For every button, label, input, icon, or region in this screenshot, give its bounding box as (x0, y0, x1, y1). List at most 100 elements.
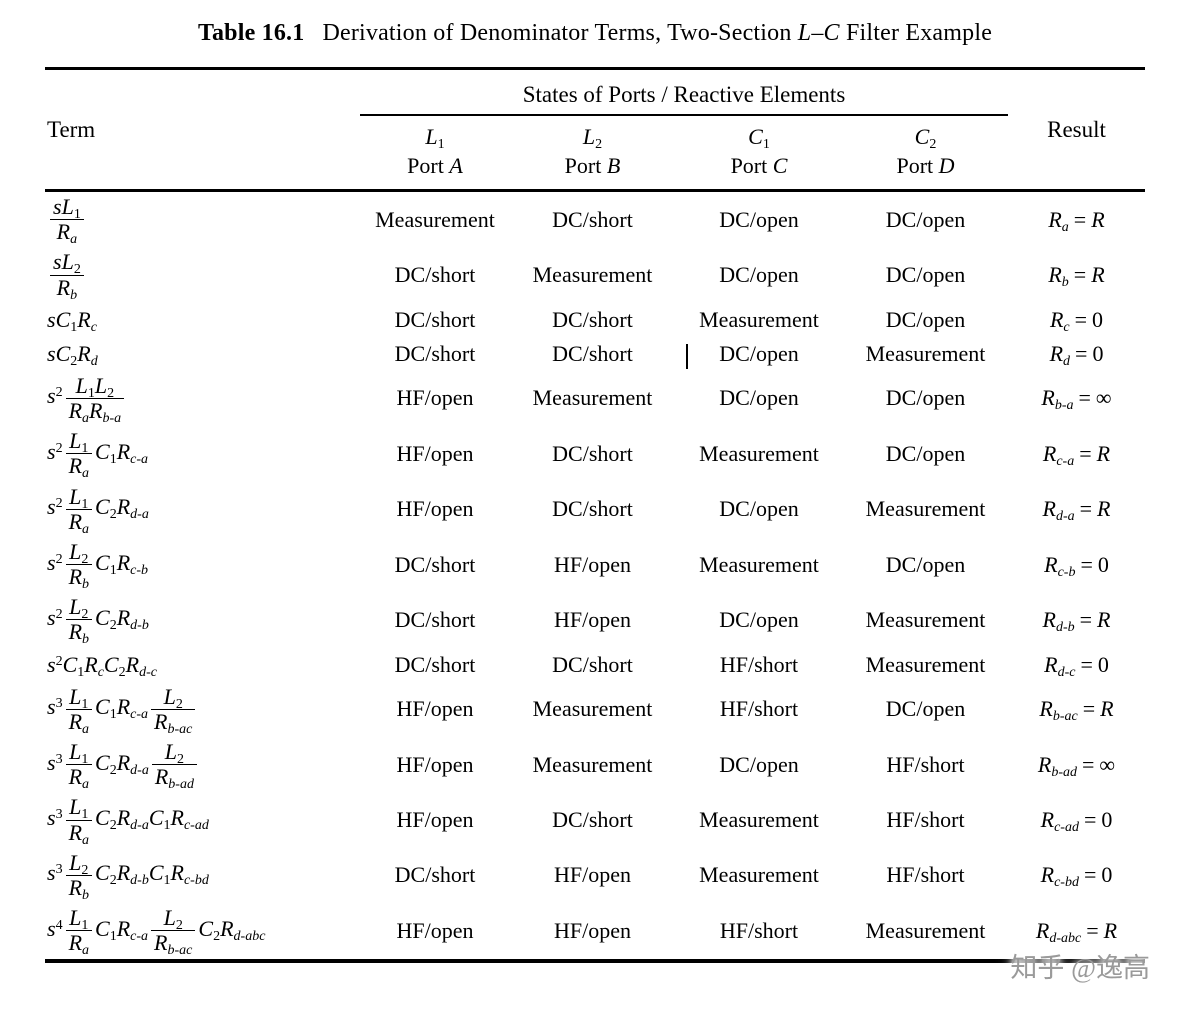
term-formula: s2 L2 Rb C2Rd-b (47, 594, 149, 648)
state-cell: DC/open (885, 551, 966, 577)
state-cell: HF/open (554, 862, 631, 888)
table-row: s2 L2 Rb C2Rd-b DC/short HF/open DC/open Measur… (45, 592, 1145, 647)
state-cell: Measurement (532, 385, 653, 411)
col-header-C2: C2 (914, 124, 937, 153)
state-cell: DC/short (394, 340, 476, 366)
derivation-table: Term States of Ports / Reactive Elements… (45, 67, 1145, 963)
state-cell: DC/short (552, 496, 633, 522)
state-cell: HF/short (886, 751, 965, 777)
table-row: sC1Rc DC/short DC/short Measurement DC/open R… (45, 303, 1145, 337)
state-cell: DC/open (885, 206, 966, 232)
state-cell: Measurement (699, 551, 819, 577)
state-cell: DC/open (885, 440, 966, 466)
state-cell: HF/open (554, 606, 631, 632)
state-cell: Measurement (865, 606, 986, 632)
state-cell: Measurement (865, 496, 986, 522)
term-formula: s2 L1L2 RaRb-a (45, 371, 360, 426)
state-cell: Measurement (532, 696, 653, 722)
result-cell: Rb-ad = ∞ (1037, 751, 1116, 780)
col-header-L2: L2 (582, 124, 603, 153)
state-cell: Measurement (532, 262, 653, 288)
state-cell: DC/short (552, 340, 633, 366)
state-cell: DC/short (394, 551, 476, 577)
table-row: s3 L1 Ra C2Rd-aC1Rc-ad HF/open DC/short Measur… (45, 792, 1145, 847)
fraction: L1 Ra (65, 795, 93, 847)
state-cell: DC/short (394, 606, 476, 632)
state-cell: HF/short (719, 651, 799, 677)
state-cell: DC/open (885, 306, 966, 332)
result-cell: Rd = 0 (1049, 340, 1104, 369)
table-row: s2 L1L2 RaRb-a HF/open Measurement DC/open DC/… (45, 371, 1145, 426)
table-row: s3 L1 Ra C1Rc-a L2 Rb-ac HF/open Measurement HF/… (45, 682, 1145, 737)
term-formula: s2C1RcC2Rd-c (47, 651, 157, 680)
term-formula: s2 L1 Ra C2Rd-a (47, 483, 149, 537)
table-row: sL1 Ra Measurement DC/short DC/open DC/open Ra… (45, 191, 1145, 248)
state-cell: Measurement (699, 862, 819, 888)
state-cell: DC/short (394, 862, 476, 888)
state-cell: DC/open (719, 385, 799, 411)
state-cell: Measurement (865, 651, 986, 677)
table-body: sL1 Ra Measurement DC/short DC/open DC/open Ra… (45, 191, 1145, 961)
state-cell: DC/short (394, 306, 476, 332)
state-cell: DC/open (885, 385, 966, 411)
state-cell: HF/open (396, 440, 474, 466)
state-cell: Measurement (532, 751, 653, 777)
fraction: L1L2 RaRb-a (65, 373, 125, 426)
result-cell: Rd-a = R (1042, 496, 1111, 525)
state-cell: HF/open (396, 385, 474, 411)
state-cell: Measurement (865, 917, 986, 943)
state-cell: HF/open (396, 807, 474, 833)
fraction: L1 Ra (65, 684, 93, 737)
state-cell: Measurement (865, 340, 986, 366)
term-formula: s2 L2 Rb C1Rc-b (47, 538, 149, 593)
state-cell: HF/short (719, 696, 799, 722)
fraction: sL2 Rb (50, 250, 84, 302)
term-formula: sL1 Ra (45, 191, 360, 248)
watermark: 知乎 @逸高 (1010, 953, 1150, 983)
state-cell: DC/short (552, 807, 633, 833)
state-cell: HF/short (719, 917, 799, 943)
term-formula: s3 L1 Ra C1Rc-a L2 Rb-ac (45, 682, 360, 737)
table-header: Term States of Ports / Reactive Elements… (45, 68, 1145, 192)
port-header-C: Port C (675, 151, 843, 192)
term-formula: s4 L1 Ra C1Rc-a L2 Rb-ac C2Rd-abc (47, 905, 266, 959)
fraction: L1 Ra (65, 484, 93, 536)
state-cell: DC/short (552, 206, 633, 232)
state-cell: DC/short (552, 651, 633, 677)
state-cell: Measurement (375, 206, 495, 232)
state-cell: DC/short (552, 440, 633, 466)
table-row: sC2Rd DC/short DC/short DC/open Measurement R… (45, 337, 1145, 371)
table-number: Table 16.1 (197, 20, 305, 46)
state-cell: DC/open (885, 696, 966, 722)
state-cell: Measurement (699, 306, 819, 332)
result-cell: Rc-b = 0 (1044, 551, 1109, 580)
result-cell: Rc-ad = 0 (1040, 807, 1113, 836)
table-title-text: Derivation of Denominator Terms, Two-Sec… (322, 20, 993, 46)
state-cell: HF/open (396, 751, 474, 777)
col-header-result: Result (1008, 68, 1145, 192)
result-cell: Rd-c = 0 (1044, 651, 1109, 680)
table-row: sL2 Rb DC/short Measurement DC/open DC/open Rb… (45, 247, 1145, 302)
table-row: s2 L2 Rb C1Rc-b DC/short HF/open Measurement DC… (45, 537, 1145, 592)
state-cell: HF/open (554, 551, 631, 577)
state-cell: DC/open (885, 262, 966, 288)
term-formula: sC1Rc (47, 306, 97, 335)
term-formula: s3 L1 Ra C2Rd-a L2 Rb-ad (45, 737, 360, 792)
result-cell: Rb = R (1048, 262, 1105, 291)
group-header-label: States of Ports / Reactive Elements (522, 82, 846, 107)
state-cell: DC/open (719, 340, 799, 366)
fraction: L1 Ra (65, 429, 93, 481)
state-cell: DC/open (719, 751, 799, 777)
table-row: s2 L1 Ra C2Rd-a HF/open DC/short DC/open Measur… (45, 482, 1145, 537)
state-cell: DC/open (719, 262, 799, 288)
result-cell: Rc = 0 (1049, 306, 1104, 335)
result-cell: Ra = R (1048, 206, 1105, 235)
fraction: L2 Rb (65, 595, 93, 647)
text-cursor-artifact (686, 344, 688, 369)
term-formula: sC2Rd (47, 340, 98, 369)
state-cell: HF/short (886, 862, 965, 888)
result-cell: Rd-b = R (1042, 606, 1111, 636)
col-header-C1: C1 (748, 124, 770, 153)
page: Table 16.1 Derivation of Denominator Term… (0, 20, 1190, 983)
port-header-B: Port B (510, 151, 675, 192)
